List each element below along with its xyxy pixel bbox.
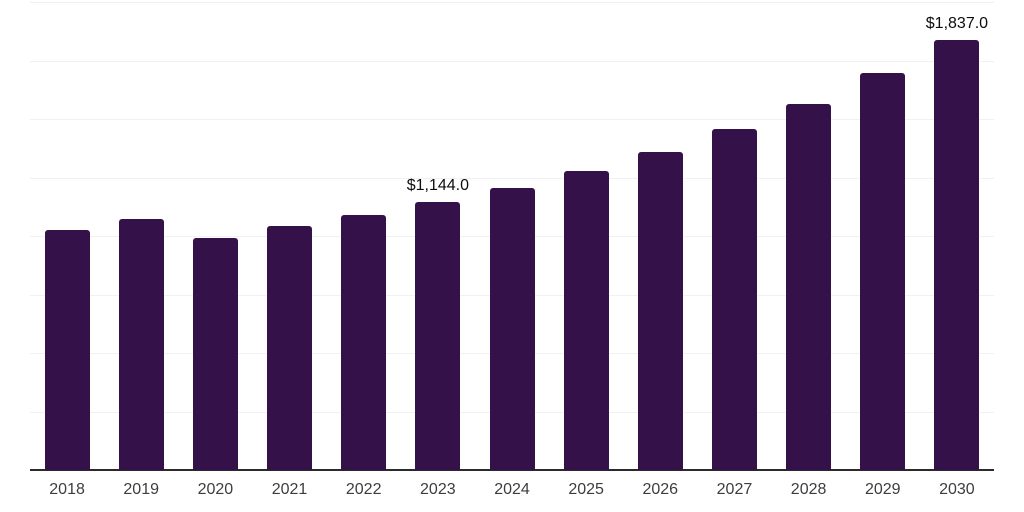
x-axis-line bbox=[30, 469, 994, 471]
bar-2025 bbox=[563, 171, 609, 470]
bar-2030 bbox=[934, 40, 980, 470]
x-tick-2019: 2019 bbox=[123, 481, 159, 498]
bar-2019 bbox=[118, 218, 164, 470]
bar-2020 bbox=[192, 238, 238, 470]
x-tick-2025: 2025 bbox=[568, 481, 604, 498]
bar-2022 bbox=[341, 214, 387, 470]
bar-2029 bbox=[860, 73, 906, 470]
x-tick-2024: 2024 bbox=[494, 481, 530, 498]
x-tick-2022: 2022 bbox=[345, 481, 382, 498]
bar-2023 bbox=[415, 202, 461, 470]
gridline-1750 bbox=[30, 60, 994, 62]
value-label-2023: $1,144.0 bbox=[406, 177, 469, 195]
x-tick-2029: 2029 bbox=[864, 481, 901, 498]
x-tick-2020: 2020 bbox=[197, 481, 234, 498]
x-tick-2027: 2027 bbox=[716, 481, 753, 498]
gridline-2000 bbox=[30, 2, 994, 3]
gridline-1250 bbox=[30, 177, 994, 179]
bar-2026 bbox=[637, 152, 683, 470]
bar-2021 bbox=[267, 225, 313, 470]
bar-2018 bbox=[44, 229, 90, 470]
gridline-1500 bbox=[30, 119, 994, 120]
x-tick-2026: 2026 bbox=[642, 481, 679, 498]
bar-2024 bbox=[489, 188, 535, 470]
x-tick-2028: 2028 bbox=[790, 481, 827, 498]
x-tick-2021: 2021 bbox=[271, 481, 308, 498]
bar-2028 bbox=[786, 103, 832, 470]
value-label-2030: $1,837.0 bbox=[925, 15, 989, 33]
x-tick-2023: 2023 bbox=[420, 481, 456, 498]
x-tick-2018: 2018 bbox=[49, 481, 85, 498]
plot-area: $1,144.0 $1,837.0 bbox=[30, 2, 994, 471]
bar-2027 bbox=[711, 129, 757, 470]
x-tick-2030: 2030 bbox=[939, 481, 975, 498]
